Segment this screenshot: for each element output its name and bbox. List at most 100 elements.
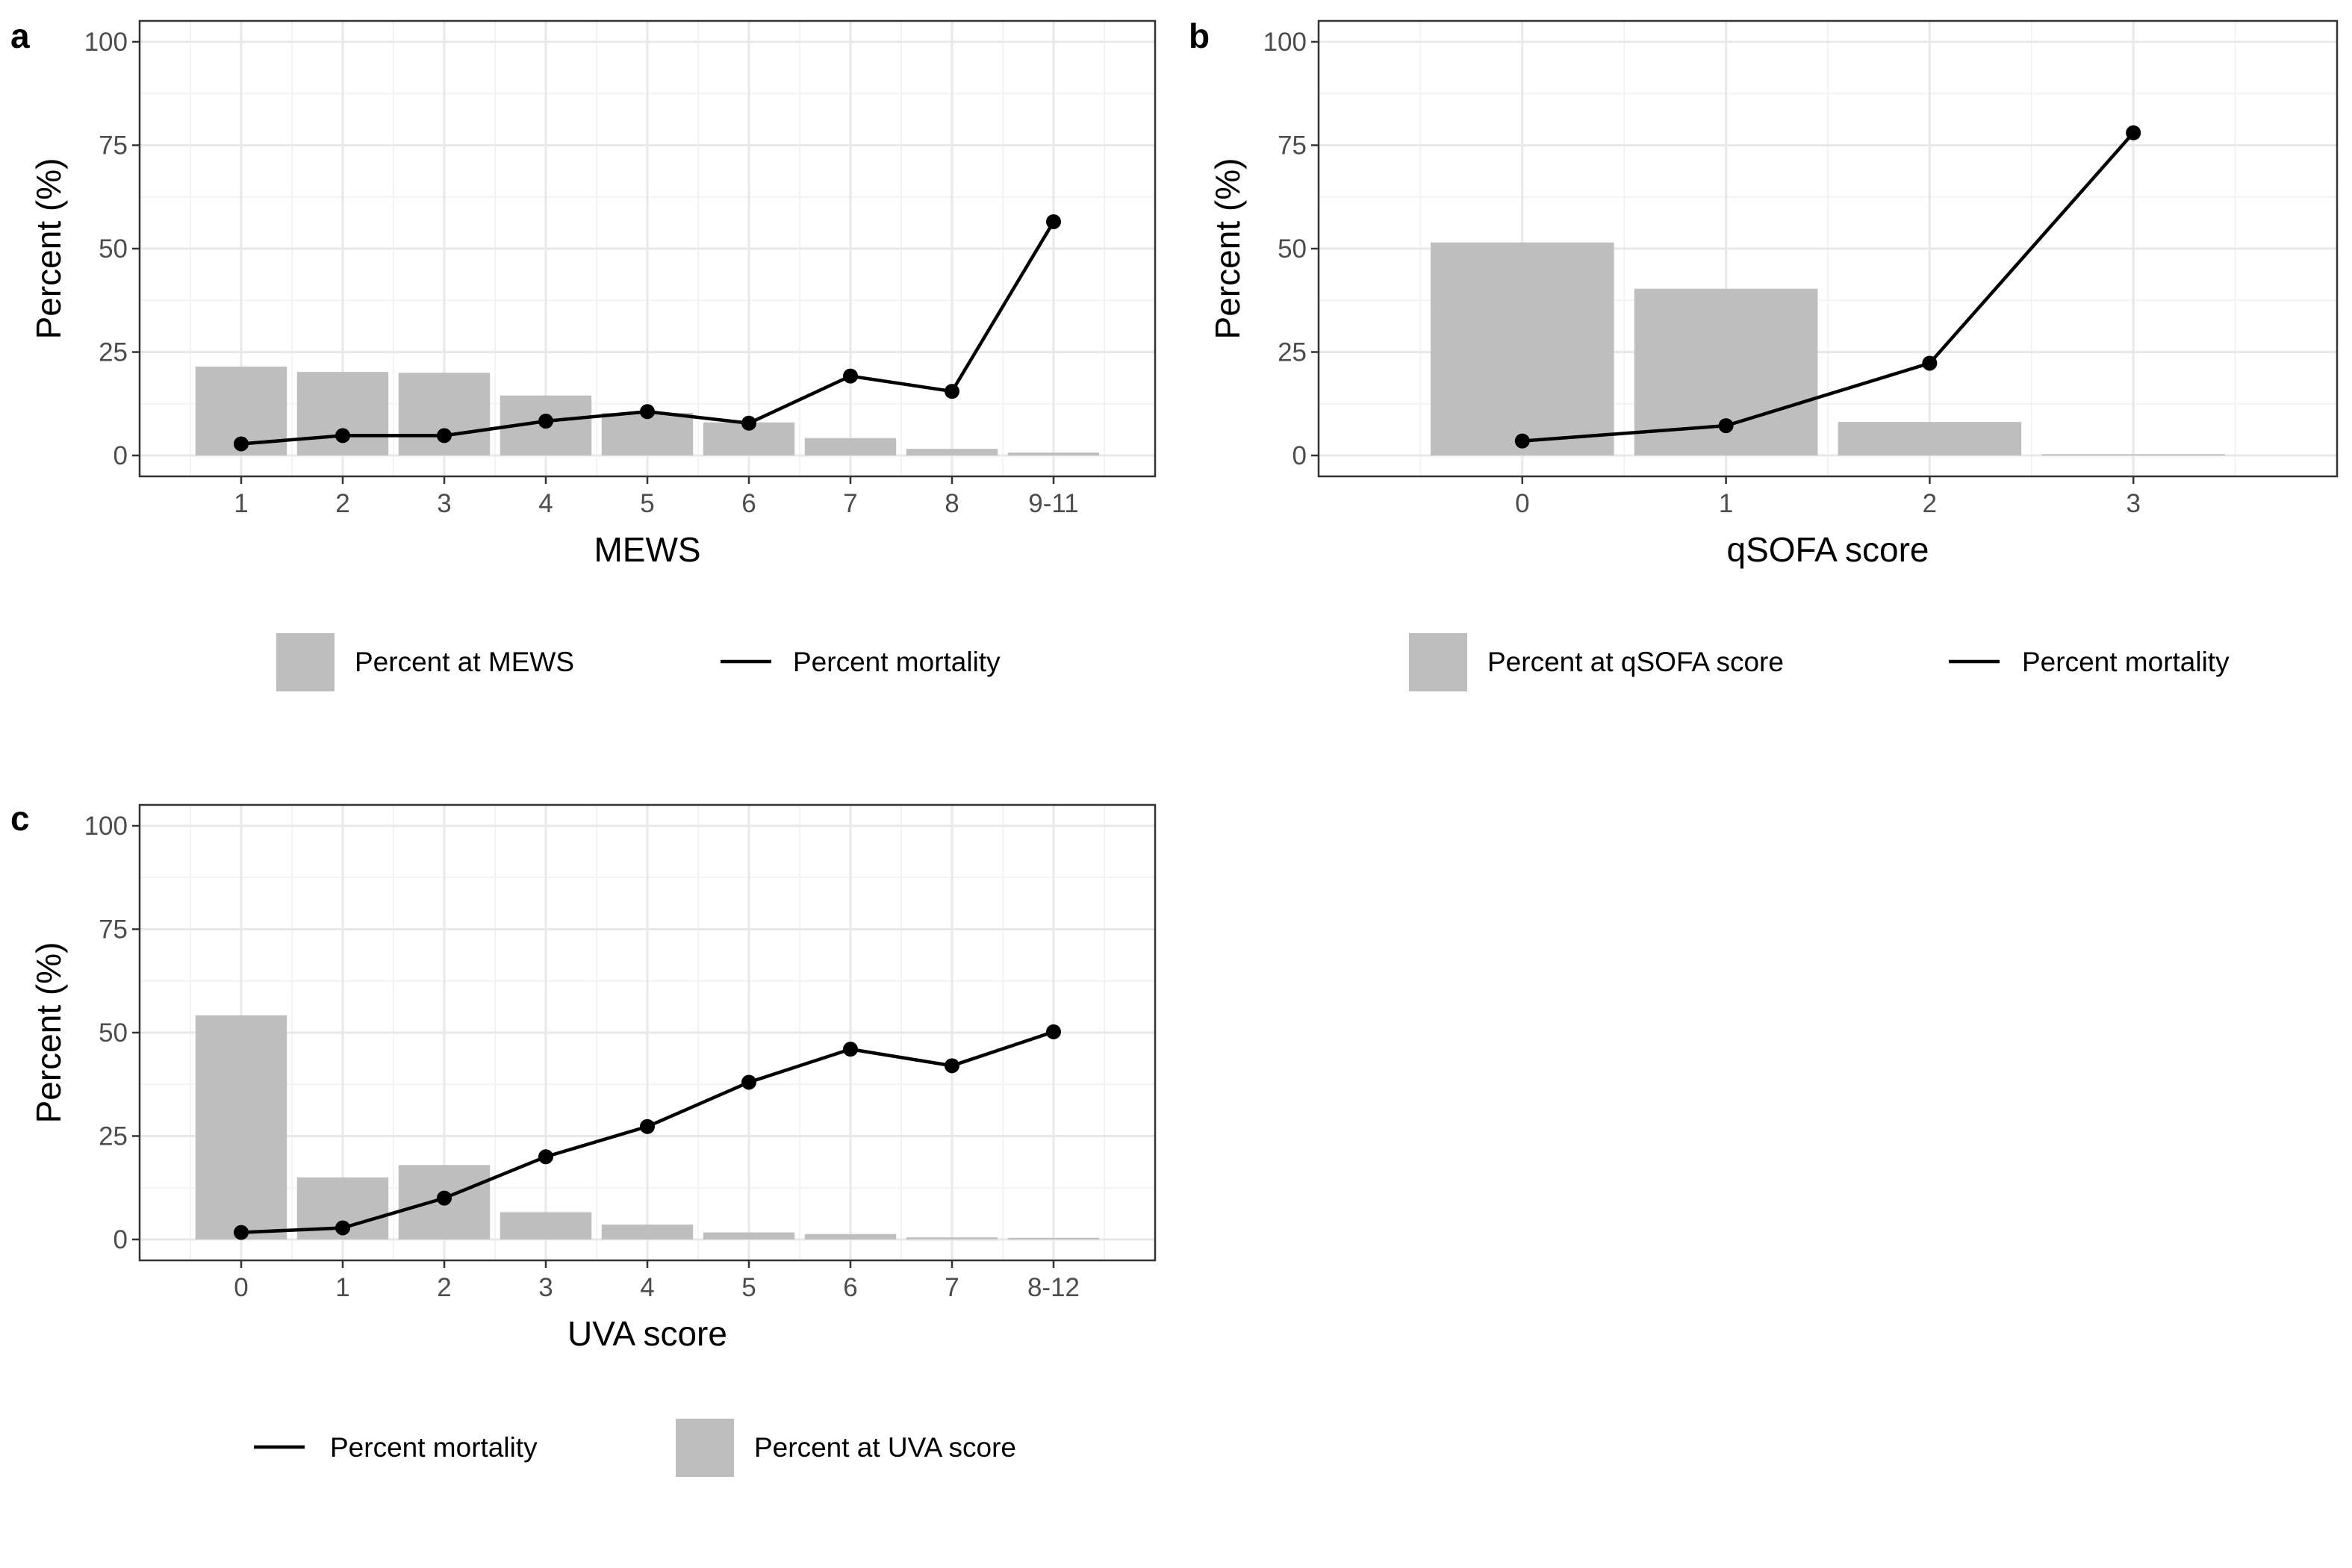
x-tick-label: 1 xyxy=(1719,489,1733,518)
mortality-point xyxy=(640,1119,655,1134)
x-tick-label: 4 xyxy=(640,1273,654,1302)
panel-tag: a xyxy=(10,16,30,55)
y-tick-label: 75 xyxy=(99,131,128,161)
chart-panel-a: 0 25 50 75 100 1 2 3 4 5 6 7 8 9-11 MEWS Percent (%) a Pe… xyxy=(10,16,1157,691)
y-tick-label: 50 xyxy=(1278,234,1307,264)
mortality-point xyxy=(741,415,756,431)
legend: Percent mortality Percent at UVA score xyxy=(254,1419,1016,1477)
mortality-point xyxy=(1046,1024,1061,1039)
panel-tag: b xyxy=(1189,16,1210,55)
mortality-point xyxy=(538,414,553,429)
bar xyxy=(601,1225,694,1239)
y-tick-label: 100 xyxy=(84,28,128,57)
y-tick-label: 0 xyxy=(1292,441,1307,470)
x-tick-label: 7 xyxy=(843,489,857,518)
bar xyxy=(1007,1237,1100,1239)
x-tick-label: 5 xyxy=(741,1273,756,1302)
y-tick-label: 25 xyxy=(1278,338,1307,367)
x-tick-label: 4 xyxy=(538,489,553,518)
legend-label: Percent at UVA score xyxy=(754,1432,1016,1463)
bar xyxy=(601,412,694,455)
y-tick-label: 25 xyxy=(99,338,128,367)
mortality-point xyxy=(1514,433,1530,449)
mortality-point xyxy=(945,384,959,399)
x-tick-label: 8-12 xyxy=(1027,1273,1080,1302)
mortality-point xyxy=(843,368,858,384)
x-tick-label: 6 xyxy=(843,1273,857,1302)
bar xyxy=(2041,454,2225,455)
legend-label: Percent at MEWS xyxy=(355,647,574,677)
y-tick-label: 50 xyxy=(99,234,128,264)
mortality-point xyxy=(741,1074,756,1090)
bar xyxy=(1007,452,1100,455)
y-tick-label: 100 xyxy=(1263,28,1307,57)
gridlines xyxy=(140,805,1155,1260)
mortality-point xyxy=(335,1220,350,1236)
x-tick-label: 3 xyxy=(538,1273,553,1302)
chart-panel-c: 0 25 50 75 100 0 1 2 3 4 5 6 7 8-12 UVA score Percent (… xyxy=(10,799,1157,1477)
panel-tag: c xyxy=(10,799,30,838)
legend-bar-swatch xyxy=(1409,633,1467,691)
mortality-point xyxy=(234,436,249,452)
bar xyxy=(1838,422,2022,455)
legend-bar-swatch xyxy=(276,633,335,691)
legend-label: Percent mortality xyxy=(793,647,1001,677)
bar xyxy=(195,1015,287,1239)
mortality-point xyxy=(437,1190,452,1206)
x-tick-label: 2 xyxy=(335,489,349,518)
mortality-point xyxy=(234,1225,249,1240)
x-axis-title: qSOFA score xyxy=(1726,530,1929,569)
x-tick-label: 0 xyxy=(1515,489,1529,518)
x-axis-title: UVA score xyxy=(567,1314,727,1353)
legend: Percent at MEWS Percent mortality xyxy=(276,633,1001,691)
y-tick-label: 0 xyxy=(113,441,128,470)
x-tick-label: 3 xyxy=(2126,489,2140,518)
mortality-point xyxy=(1718,418,1734,434)
mortality-point xyxy=(843,1042,858,1057)
x-tick-label: 7 xyxy=(945,1273,959,1302)
y-axis-title: Percent (%) xyxy=(29,158,68,340)
mortality-point xyxy=(1922,355,1938,371)
x-axis-title: MEWS xyxy=(594,530,700,569)
chart-panel-b: 0 25 50 75 100 0 1 2 3 qSOFA score Percent (%) b Per… xyxy=(1189,16,2339,691)
y-tick-label: 50 xyxy=(99,1018,128,1048)
legend-label: Percent mortality xyxy=(2022,647,2230,677)
y-tick-label: 0 xyxy=(113,1225,128,1254)
mortality-point xyxy=(437,428,452,444)
bar xyxy=(906,1237,998,1239)
x-tick-label: 6 xyxy=(741,489,756,518)
x-tick-label: 9-11 xyxy=(1028,489,1078,518)
y-axis-title: Percent (%) xyxy=(29,942,68,1124)
legend: Percent at qSOFA score Percent mortality xyxy=(1409,633,2230,691)
line-series xyxy=(234,1024,1061,1240)
mortality-point xyxy=(1046,214,1061,229)
bar-series xyxy=(195,1015,1100,1239)
x-tick-label: 3 xyxy=(437,489,451,518)
x-tick-label: 1 xyxy=(234,489,248,518)
y-axis-title: Percent (%) xyxy=(1208,158,1247,340)
line-series xyxy=(1514,125,2141,449)
mortality-point xyxy=(945,1058,959,1074)
x-tick-label: 8 xyxy=(945,489,959,518)
x-tick-label: 0 xyxy=(234,1273,248,1302)
mortality-point xyxy=(2126,125,2141,140)
y-tick-label: 75 xyxy=(1278,131,1307,161)
bar xyxy=(703,1232,795,1239)
y-tick-label: 75 xyxy=(99,915,128,945)
bar xyxy=(500,1212,592,1239)
legend-label: Percent mortality xyxy=(330,1432,538,1463)
bar xyxy=(804,438,897,455)
x-tick-label: 5 xyxy=(640,489,654,518)
mortality-point xyxy=(640,404,655,420)
y-tick-label: 25 xyxy=(99,1122,128,1151)
legend-label: Percent at qSOFA score xyxy=(1487,647,1784,677)
mortality-line xyxy=(1522,131,2135,443)
mortality-point xyxy=(538,1149,553,1165)
bar xyxy=(804,1233,897,1239)
x-tick-label: 2 xyxy=(437,1273,451,1302)
x-tick-label: 2 xyxy=(1923,489,1937,518)
legend-bar-swatch xyxy=(676,1419,734,1477)
bar xyxy=(906,449,998,455)
x-tick-label: 1 xyxy=(335,1273,349,1302)
